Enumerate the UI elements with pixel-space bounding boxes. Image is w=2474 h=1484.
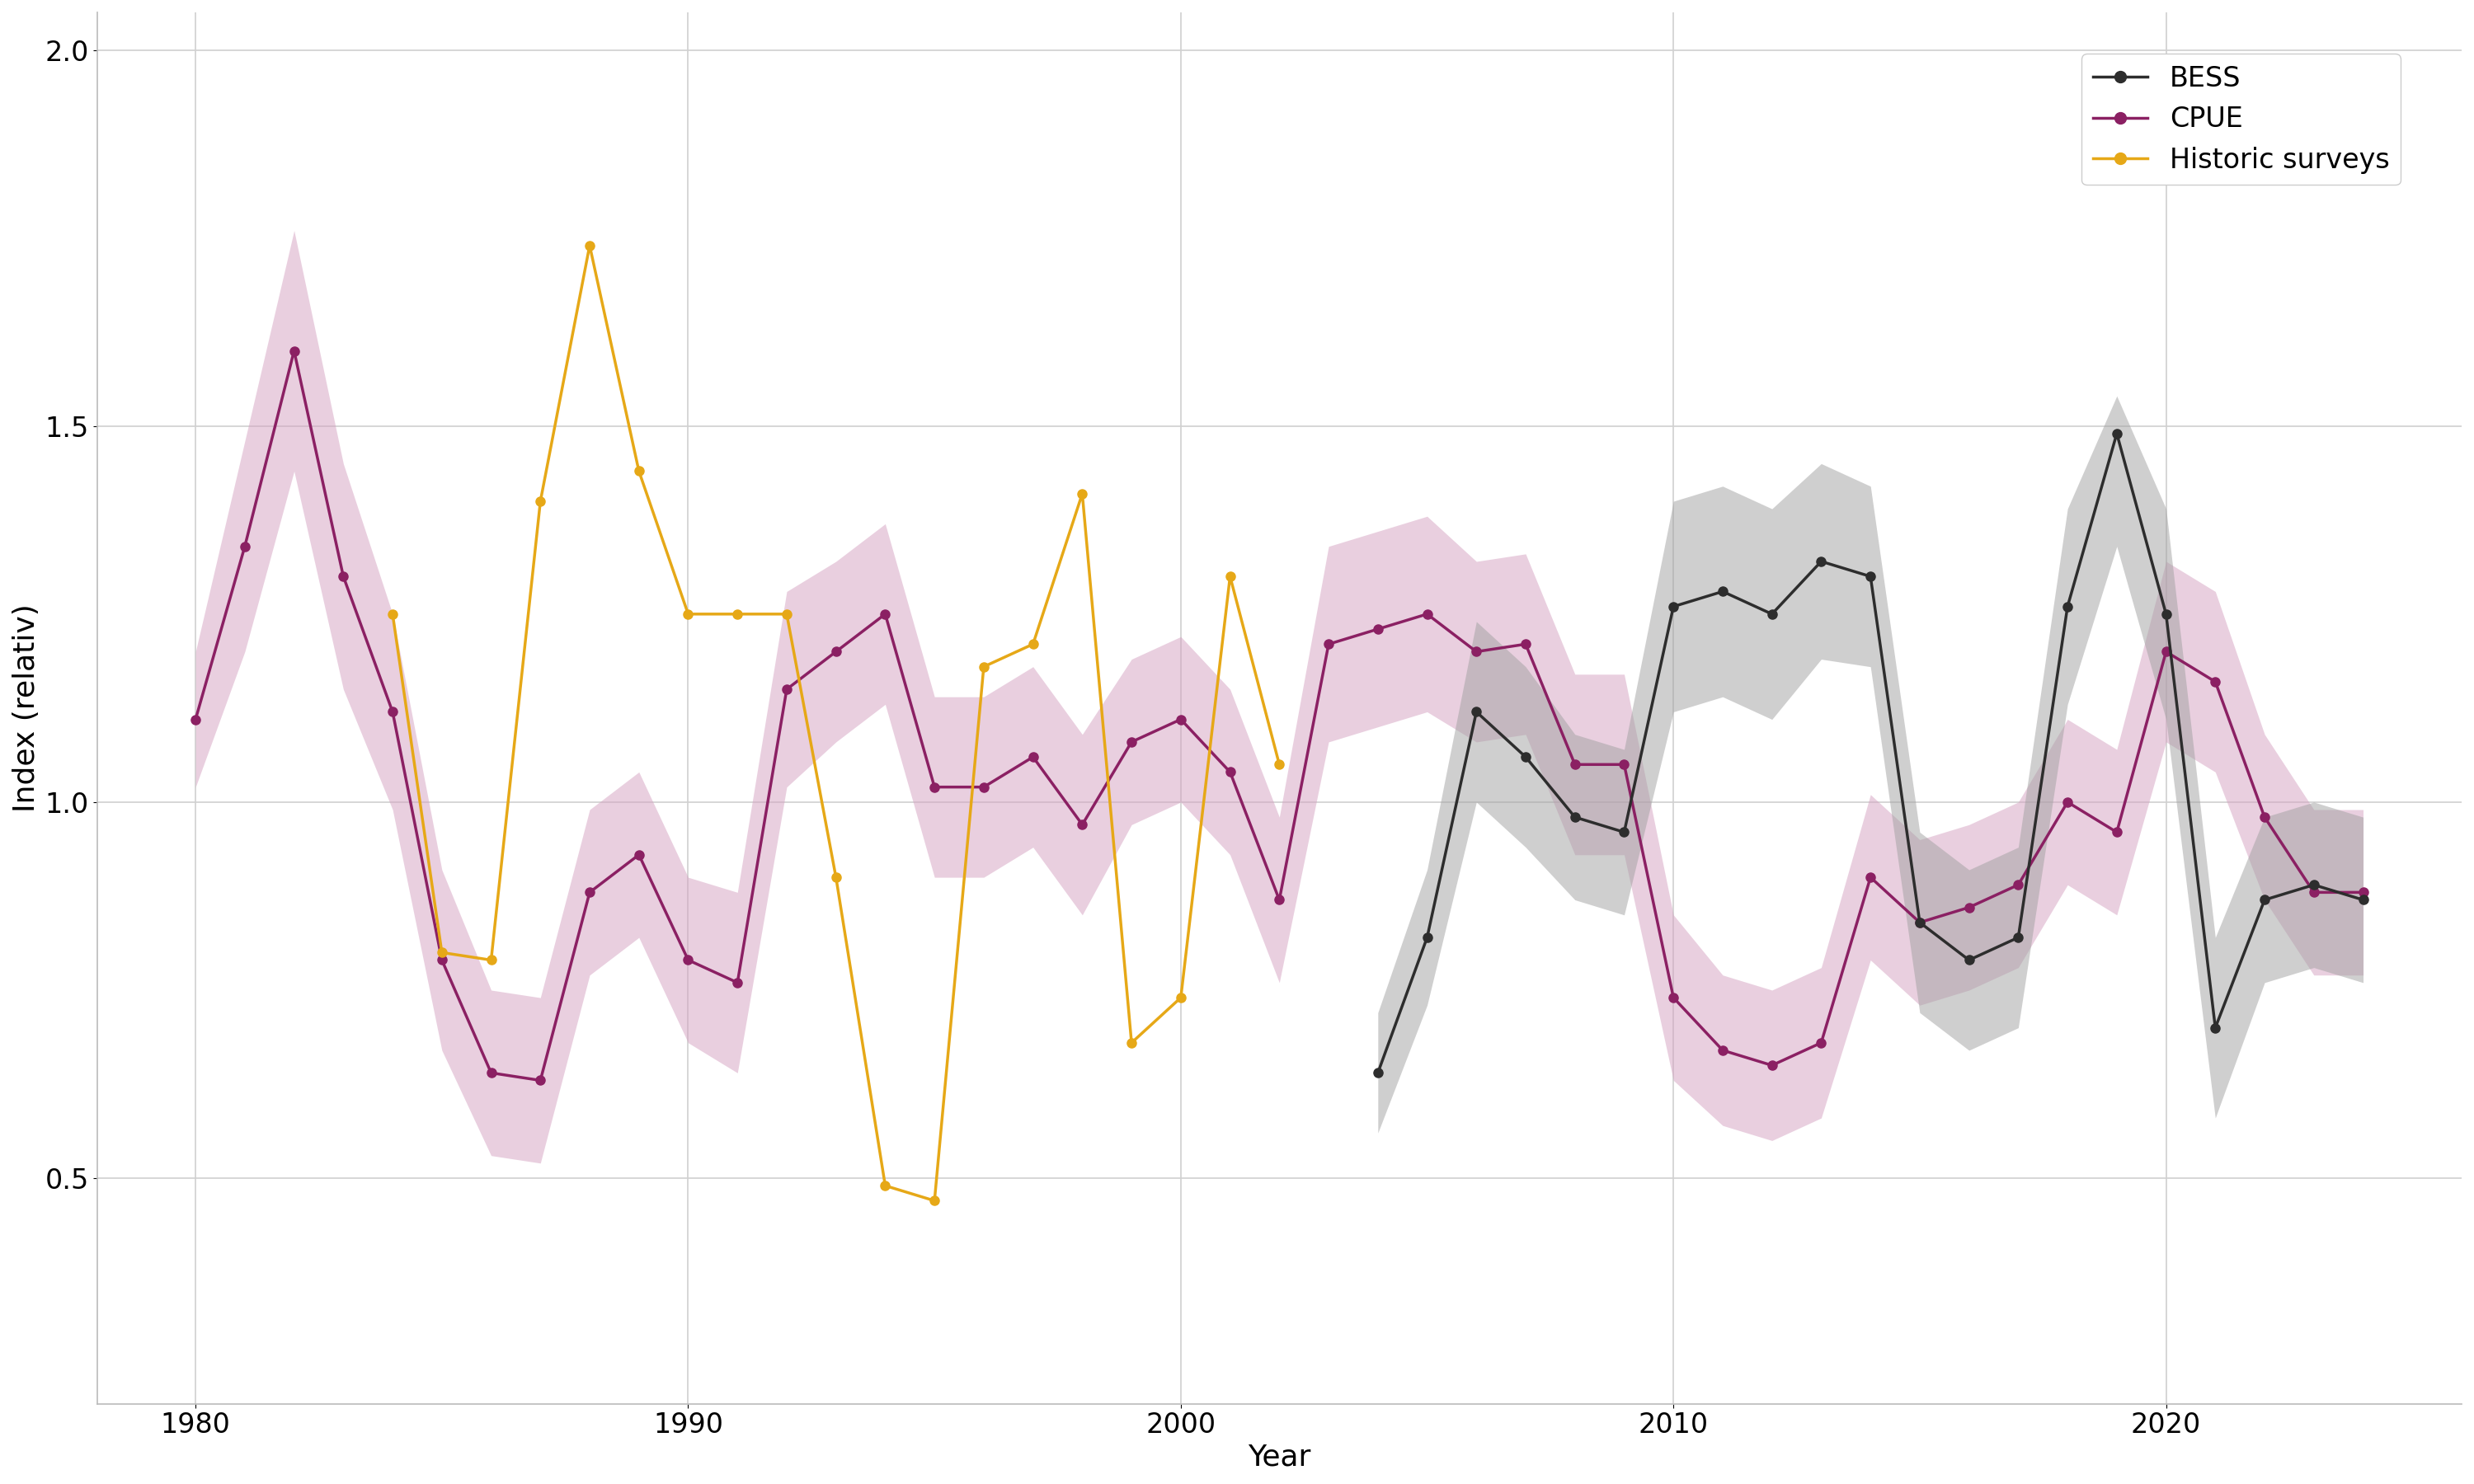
Legend: BESS, CPUE, Historic surveys: BESS, CPUE, Historic surveys [2081,53,2400,186]
X-axis label: Year: Year [1247,1444,1311,1472]
Y-axis label: Index (relativ): Index (relativ) [12,604,40,812]
